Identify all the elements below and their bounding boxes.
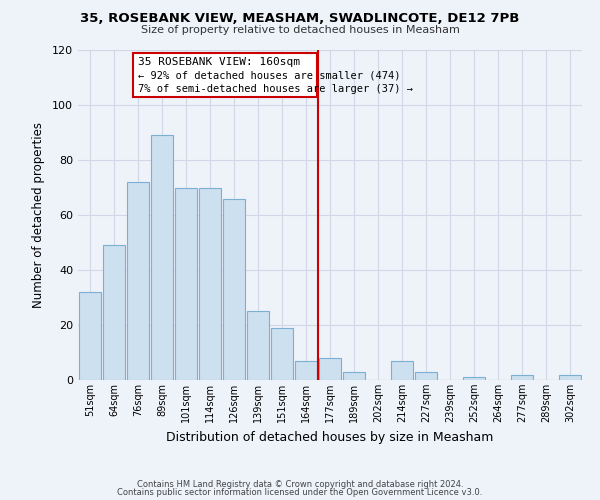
Bar <box>271 328 293 380</box>
Bar <box>151 135 173 380</box>
Bar <box>391 361 413 380</box>
FancyBboxPatch shape <box>133 52 317 97</box>
Text: 7% of semi-detached houses are larger (37) →: 7% of semi-detached houses are larger (3… <box>138 84 413 94</box>
Text: 35, ROSEBANK VIEW, MEASHAM, SWADLINCOTE, DE12 7PB: 35, ROSEBANK VIEW, MEASHAM, SWADLINCOTE,… <box>80 12 520 26</box>
Bar <box>127 182 149 380</box>
Text: Contains public sector information licensed under the Open Government Licence v3: Contains public sector information licen… <box>118 488 482 497</box>
Bar <box>415 372 437 380</box>
Bar <box>559 374 581 380</box>
X-axis label: Distribution of detached houses by size in Measham: Distribution of detached houses by size … <box>166 430 494 444</box>
Text: Contains HM Land Registry data © Crown copyright and database right 2024.: Contains HM Land Registry data © Crown c… <box>137 480 463 489</box>
Bar <box>511 374 533 380</box>
Text: ← 92% of detached houses are smaller (474): ← 92% of detached houses are smaller (47… <box>138 70 401 81</box>
Text: 35 ROSEBANK VIEW: 160sqm: 35 ROSEBANK VIEW: 160sqm <box>138 57 300 67</box>
Bar <box>199 188 221 380</box>
Text: Size of property relative to detached houses in Measham: Size of property relative to detached ho… <box>140 25 460 35</box>
Y-axis label: Number of detached properties: Number of detached properties <box>32 122 45 308</box>
Bar <box>295 361 317 380</box>
Bar <box>319 358 341 380</box>
Bar <box>343 372 365 380</box>
Bar <box>79 292 101 380</box>
Bar <box>463 377 485 380</box>
Bar <box>247 311 269 380</box>
Bar <box>175 188 197 380</box>
Bar <box>223 198 245 380</box>
Bar <box>103 245 125 380</box>
